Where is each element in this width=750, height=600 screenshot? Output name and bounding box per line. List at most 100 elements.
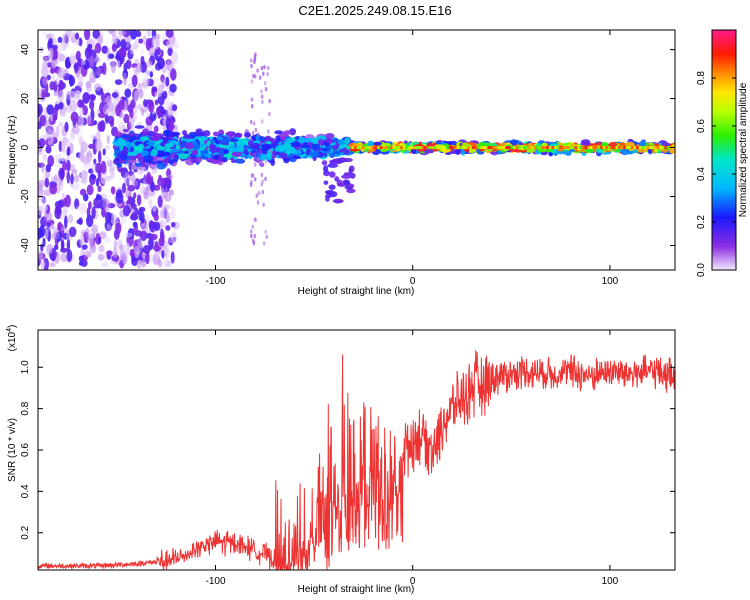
spectrogram-cell [97,121,104,132]
spectrogram-cell [127,104,134,113]
snr-series-line [38,350,675,570]
spectrogram-panel: -100 0 100 -40 -20 0 20 40 Height of straight l… [7,29,676,297]
spectrogram-cell [57,90,64,103]
spectrogram-cell [170,231,177,244]
spectrogram-cell [89,70,96,83]
spectrogram-cell [274,130,284,135]
spectrogram-cell [64,121,69,133]
spectrogram-cell [148,198,153,209]
spectrogram-cell [165,117,170,130]
spectrogram-cell [97,150,102,164]
spectrogram-cell [85,227,90,238]
spectrogram-cell [119,153,128,160]
snr-xlabel: Height of straight line (km) [298,584,415,595]
spectrogram-cell [64,215,68,229]
spectrogram-cell [162,204,171,210]
spectrogram-cell [153,125,159,133]
spectrogram-cell [325,191,334,195]
spectrogram-cell [124,88,132,98]
spectrogram-cell [93,56,101,64]
spectrogram-cell [148,99,155,113]
spectrogram-cell [93,83,102,91]
spectrogram-cell [47,47,54,61]
spectrogram-cell [66,146,71,157]
spectrogram-cell [105,156,111,163]
spectrogram-cell [255,193,259,198]
spectrogram-cell [267,129,270,134]
spectrogram-cell [163,152,171,156]
spectrogram-cell [93,120,98,126]
spectrogram-cell [149,111,157,122]
spectrogram-cell [112,34,118,43]
spectrogram-cell [270,159,276,166]
spectrogram-cell [38,121,42,130]
spectrogram-cell [68,155,76,162]
spectrogram-cell [88,201,92,210]
spectrogram-cell [231,151,242,158]
spectrogram-cell [41,66,49,78]
spectrogram-cell [154,91,162,98]
spectrogram-cell [171,131,181,137]
spectrogram-cell [115,104,121,117]
snr-xtick-label: 0 [410,576,416,587]
spectrogram-cell [57,44,65,52]
spectrogram-cell [266,65,270,71]
spectrogram-cell [61,156,66,162]
spectrogram-cell [86,184,94,196]
spectrogram-cell [569,148,575,153]
spectrogram-cell [77,75,84,82]
spectrogram-cell [154,99,159,106]
spectrogram-cell [350,172,356,179]
spectrogram-cell [343,180,351,186]
spectrogram-cell [620,148,630,156]
spectrogram-cell [60,168,65,181]
spectrogram-cell [105,144,110,151]
spectrogram-cell [178,153,189,160]
spectrogram-cell [169,83,177,93]
spectrogram-cell [115,192,124,204]
spectrogram-cell [169,149,179,153]
spectrogram-cell [161,187,165,201]
spectrogram-cell [66,90,72,101]
spectrogram-cell [171,221,176,228]
spectrogram-cell [142,245,151,254]
spectrogram-cell [145,214,150,226]
spectrogram-cell [115,222,122,235]
spectrogram-cell [250,233,253,239]
spectrogram-cell [48,37,54,50]
spectrogram-cell [169,189,175,196]
spectrogram-cell [258,161,262,166]
spectrogram-cell [151,86,158,93]
spectrogram-cell [257,191,261,196]
spectrogram-cell [78,37,83,47]
spectrogram-cell [232,147,242,153]
spectrogram-cell [55,204,62,216]
spectrogram-cell [119,145,123,152]
spectrogram-cell [47,139,54,146]
spectrogram-cell [367,140,374,147]
spectrogram-cell [70,111,79,123]
spectrogram-cell [140,223,149,231]
spectrogram-cell [298,136,306,144]
spectrogram-cell [134,125,145,129]
spectrogram-cell [157,157,164,161]
spectrogram-cell [45,163,52,173]
spectrogram-cell [184,142,194,150]
spectrogram-cell [528,142,533,147]
spectrogram-cell [150,135,160,142]
spectrogram-cell [165,129,170,134]
spectrogram-cell [98,244,105,253]
spectrogram-cell [56,125,60,138]
spectrogram-cell [100,193,108,201]
spectrogram-cell [125,143,133,149]
spectrogram-cell [84,47,92,59]
spectrogram-cell [91,162,96,174]
spectrogram-cell [65,58,71,69]
spectrogram-cell [134,38,140,46]
spectrogram-cell [140,211,145,224]
spectrogram-cell [102,148,106,156]
spectrogram-cell [157,139,164,143]
spectrogram-cell [45,145,52,154]
spectrogram-cell [99,231,107,239]
